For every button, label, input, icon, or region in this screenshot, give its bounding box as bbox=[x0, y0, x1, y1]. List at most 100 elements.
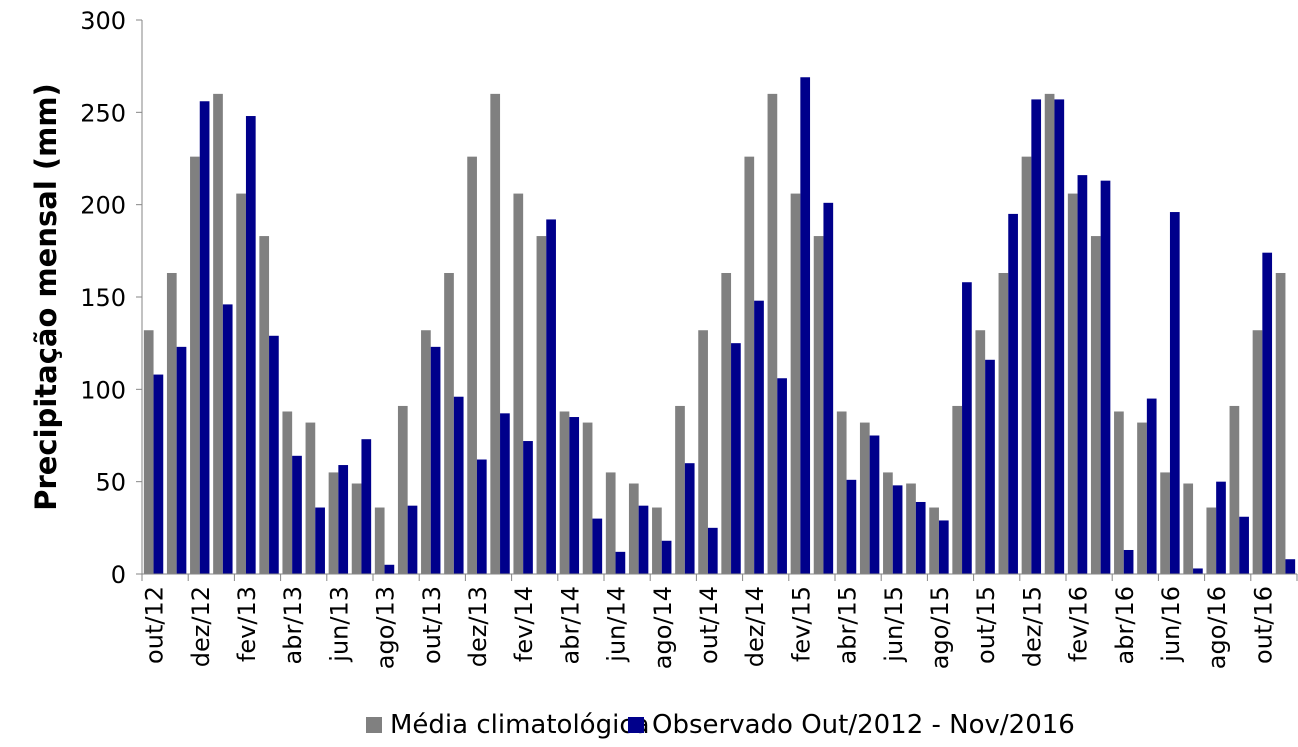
x-tick-label: ago/14 bbox=[649, 586, 677, 669]
bar-media-out-15 bbox=[975, 330, 986, 574]
legend-item-observado: Observado Out/2012 - Nov/2016 bbox=[628, 710, 1075, 740]
bar-media-set-15 bbox=[952, 405, 963, 574]
bar-observado-ago-14 bbox=[661, 540, 672, 574]
x-tick-label: out/13 bbox=[418, 586, 446, 664]
bar-observado-abr-15 bbox=[846, 479, 857, 574]
bar-media-mai-15 bbox=[859, 422, 870, 574]
bar-observado-jul-16 bbox=[1193, 568, 1203, 574]
bar-observado-jun-15 bbox=[892, 485, 903, 574]
y-tick-label: 300 bbox=[80, 7, 126, 35]
bar-media-jan-15 bbox=[767, 93, 778, 575]
bar-observado-dez-14 bbox=[754, 300, 764, 574]
bar-observado-nov-13 bbox=[453, 396, 464, 574]
bar-media-abr-15 bbox=[836, 411, 847, 574]
bar-observado-jan-15 bbox=[777, 378, 787, 574]
y-tick-label: 250 bbox=[80, 99, 126, 127]
bar-media-jun-15 bbox=[883, 472, 893, 574]
legend-item-media: Média climatológica bbox=[366, 710, 650, 740]
bar-media-out-16 bbox=[1252, 330, 1263, 574]
bar-observado-out-15 bbox=[985, 359, 995, 574]
bar-observado-jan-16 bbox=[1054, 99, 1065, 574]
bar-observado-mar-15 bbox=[823, 202, 834, 574]
y-tick-label: 100 bbox=[80, 376, 126, 404]
bar-observado-fev-16 bbox=[1077, 175, 1088, 574]
bar-observado-mar-13 bbox=[269, 335, 279, 574]
y-tick-label: 0 bbox=[111, 561, 126, 589]
bar-media-jun-14 bbox=[605, 472, 616, 574]
x-tick-label: ago/15 bbox=[926, 586, 954, 669]
bar-observado-out-13 bbox=[430, 346, 441, 574]
bar-observado-dez-12 bbox=[199, 101, 210, 574]
bar-media-fev-15 bbox=[790, 193, 801, 574]
bar-media-dez-13 bbox=[467, 156, 477, 574]
bar-media-out-13 bbox=[421, 330, 431, 574]
bar-media-mar-14 bbox=[536, 236, 547, 574]
bar-media-nov-16 bbox=[1275, 272, 1286, 574]
bar-observado-jul-13 bbox=[361, 439, 372, 574]
x-tick-label: dez/14 bbox=[741, 586, 769, 667]
bar-media-nov-15 bbox=[998, 272, 1009, 574]
x-tick-label: fev/14 bbox=[510, 586, 538, 662]
bar-observado-out-14 bbox=[707, 527, 718, 574]
bar-media-mar-16 bbox=[1090, 236, 1101, 574]
y-tick-label: 200 bbox=[80, 192, 126, 220]
bar-media-nov-12 bbox=[166, 272, 177, 574]
x-tick-label: out/16 bbox=[1249, 586, 1277, 664]
bar-media-out-14 bbox=[698, 330, 708, 574]
bar-media-jan-14 bbox=[490, 93, 501, 575]
bar-media-jul-14 bbox=[628, 483, 639, 574]
x-tick-label: jun/16 bbox=[1157, 586, 1185, 663]
legend: Média climatológica Observado Out/2012 -… bbox=[366, 710, 1075, 740]
bar-media-dez-12 bbox=[190, 156, 200, 574]
bar-media-set-16 bbox=[1229, 405, 1240, 574]
bar-media-mar-13 bbox=[259, 236, 270, 574]
x-tick-label: fev/15 bbox=[787, 586, 815, 662]
bar-observado-out-16 bbox=[1262, 252, 1273, 574]
legend-swatch-observado bbox=[628, 717, 644, 733]
bar-media-ago-13 bbox=[374, 507, 385, 574]
bar-observado-mai-15 bbox=[869, 435, 880, 574]
x-tick-label: ago/16 bbox=[1203, 586, 1231, 669]
bar-media-fev-14 bbox=[513, 193, 524, 574]
bar-observado-ago-15 bbox=[938, 520, 949, 574]
bar-observado-abr-13 bbox=[292, 455, 302, 574]
bar-observado-ago-13 bbox=[384, 564, 395, 574]
x-tick-label: fev/13 bbox=[233, 586, 261, 662]
bar-observado-mai-13 bbox=[315, 507, 325, 574]
bar-observado-jan-14 bbox=[500, 413, 510, 574]
y-tick-label: 150 bbox=[80, 284, 126, 312]
bar-media-jan-16 bbox=[1044, 93, 1055, 575]
x-tick-label: jun/13 bbox=[325, 586, 353, 663]
y-axis: 0 50 100 150 200 250 300 bbox=[80, 7, 143, 589]
bar-media-out-12 bbox=[143, 330, 154, 574]
x-tick-label: out/14 bbox=[695, 586, 723, 664]
x-tick-label: abr/16 bbox=[1111, 586, 1139, 664]
x-tick-label: ago/13 bbox=[372, 586, 400, 669]
x-tick-label: dez/12 bbox=[187, 586, 215, 667]
x-tick-label: abr/14 bbox=[556, 586, 584, 664]
bar-observado-jun-13 bbox=[338, 465, 349, 574]
bar-media-ago-14 bbox=[652, 507, 662, 574]
bar-media-nov-13 bbox=[444, 272, 454, 574]
bar-observado-dez-13 bbox=[476, 459, 487, 574]
x-axis: out/12 dez/12 fev/13 abr/13 jun/13 ago/13 out/… bbox=[141, 573, 1298, 669]
bar-observado-jan-13 bbox=[222, 304, 233, 574]
bar-observado-nov-12 bbox=[176, 346, 187, 574]
x-tick-label: jun/15 bbox=[880, 586, 908, 663]
bar-observado-ago-16 bbox=[1216, 481, 1226, 574]
bar-observado-nov-14 bbox=[731, 343, 741, 574]
bar-observado-mar-16 bbox=[1100, 180, 1111, 574]
bar-media-ago-16 bbox=[1206, 507, 1217, 574]
bar-observado-out-12 bbox=[153, 374, 164, 574]
bar-observado-set-13 bbox=[407, 505, 418, 574]
bar-observado-fev-13 bbox=[245, 116, 256, 574]
y-axis-ticks: 0 50 100 150 200 250 300 bbox=[80, 7, 142, 589]
x-tick-label: dez/13 bbox=[464, 586, 492, 667]
x-tick-label: abr/13 bbox=[279, 586, 307, 664]
bar-media-set-14 bbox=[675, 405, 685, 574]
legend-label-media: Média climatológica bbox=[390, 710, 650, 740]
bar-observado-mai-14 bbox=[592, 518, 603, 574]
bar-observado-abr-16 bbox=[1123, 549, 1134, 574]
bar-media-fev-13 bbox=[236, 193, 246, 574]
